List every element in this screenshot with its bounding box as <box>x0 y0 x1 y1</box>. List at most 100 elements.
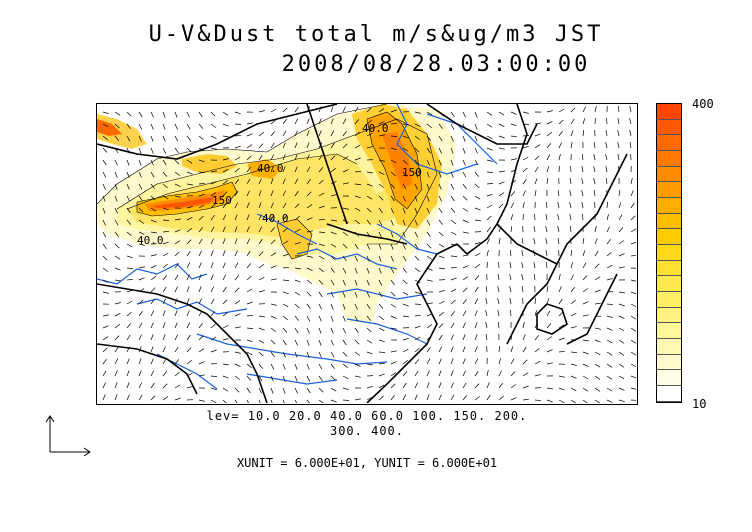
wind-vector <box>522 334 526 341</box>
wind-vector <box>366 146 373 149</box>
wind-vector <box>606 201 608 209</box>
wind-vector <box>246 133 253 137</box>
wind-vector <box>582 363 589 367</box>
wind-vector <box>318 192 325 197</box>
wind-vector <box>497 322 500 329</box>
wind-vector <box>378 373 385 377</box>
wind-vector <box>258 363 263 369</box>
wind-vector <box>282 399 285 403</box>
wind-vector <box>378 267 382 274</box>
wind-vector <box>126 147 130 154</box>
wind-vector <box>258 238 263 245</box>
wind-vector <box>318 399 324 403</box>
wind-vector <box>222 202 227 209</box>
wind-vector <box>162 171 168 177</box>
wind-vector <box>558 324 565 329</box>
wind-vector <box>546 166 550 173</box>
wind-vector <box>162 383 168 389</box>
wind-vector <box>150 346 154 353</box>
wind-vector <box>234 313 241 317</box>
wind-vector <box>438 231 444 237</box>
legend-swatch <box>657 386 681 402</box>
wind-vector <box>594 302 601 305</box>
wind-vector <box>474 147 478 154</box>
wind-vector <box>270 226 275 233</box>
wind-vector <box>222 111 229 116</box>
wind-vector <box>629 130 632 137</box>
wind-vector <box>126 171 130 178</box>
wind-vector <box>186 206 193 209</box>
wind-vector <box>618 339 625 344</box>
wind-vector <box>126 195 131 202</box>
wind-vector <box>474 207 481 211</box>
wind-vector <box>497 310 500 317</box>
river-line <box>326 288 428 300</box>
wind-vector <box>126 278 134 281</box>
wind-vector <box>126 300 133 305</box>
wind-vector <box>198 193 205 197</box>
river-line <box>426 113 498 165</box>
wind-vector <box>546 178 549 185</box>
wind-vector <box>618 399 625 403</box>
wind-vector <box>594 117 596 125</box>
wind-vector <box>378 255 382 262</box>
wind-vector <box>510 191 516 197</box>
wind-vector <box>258 143 264 149</box>
wind-vector <box>546 121 553 125</box>
wind-vector <box>222 250 226 257</box>
contour-label: 40.0 <box>257 162 284 175</box>
wind-vector <box>114 335 120 341</box>
wind-vector <box>438 111 444 117</box>
wind-vector <box>186 322 191 329</box>
wind-vector <box>534 133 541 137</box>
wind-vector <box>162 346 166 353</box>
wind-vector <box>426 147 431 154</box>
wind-vector <box>354 183 362 185</box>
wind-vector <box>474 370 479 377</box>
wind-vector <box>126 219 132 225</box>
wind-vector <box>606 375 613 380</box>
legend-swatch <box>657 276 681 293</box>
wind-vector <box>234 214 238 221</box>
wind-vector <box>426 231 431 238</box>
wind-vector <box>606 264 613 269</box>
wind-vector <box>102 195 106 202</box>
wind-vector <box>270 190 274 197</box>
wind-vector <box>521 250 524 257</box>
wind-vector <box>474 286 479 293</box>
wind-vector <box>114 394 118 401</box>
wind-vector <box>402 135 409 139</box>
wind-vector <box>234 167 240 173</box>
wind-vector <box>306 217 313 221</box>
wind-vector <box>126 255 133 259</box>
wind-vector <box>174 195 181 198</box>
legend-swatch <box>657 323 681 340</box>
wind-vector <box>594 339 601 343</box>
wind-vector <box>330 339 334 346</box>
wind-vector <box>546 387 553 390</box>
wind-vector <box>462 254 469 257</box>
wind-vector <box>390 207 395 214</box>
wind-vector <box>306 291 312 297</box>
wind-vector <box>102 358 107 365</box>
wind-vector <box>294 399 298 403</box>
wind-vector <box>534 122 541 125</box>
wind-vector <box>593 154 596 161</box>
wind-vector <box>462 111 467 118</box>
wind-vector <box>354 303 358 310</box>
wind-vector <box>450 207 456 213</box>
wind-vector <box>618 266 625 269</box>
wind-vector <box>534 155 540 161</box>
legend-swatch <box>657 119 681 136</box>
wind-vector <box>414 370 419 377</box>
wind-vector <box>102 314 109 317</box>
wind-vector <box>618 387 625 391</box>
wind-vector <box>246 155 252 161</box>
wind-vector <box>570 142 573 149</box>
wind-vector <box>606 226 610 233</box>
wind-vector <box>438 135 443 142</box>
wind-vector <box>629 106 632 113</box>
wind-vector <box>426 183 430 190</box>
wind-vector <box>222 375 229 379</box>
wind-vector <box>402 315 409 318</box>
